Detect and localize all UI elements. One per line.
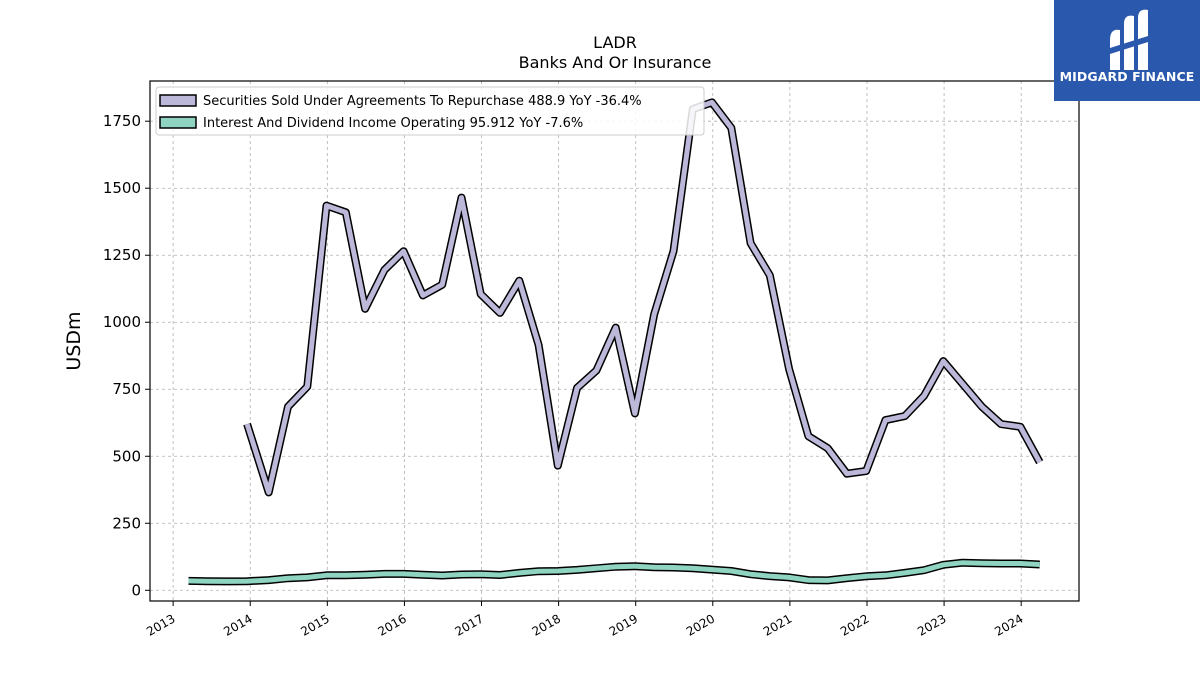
legend: Securities Sold Under Agreements To Repu… — [155, 86, 705, 136]
y-ticks: 0 250 500 750 1000 1250 1500 1750 — [103, 112, 150, 599]
x-tick-label: 2018 — [530, 611, 563, 638]
x-tick-label: 2021 — [761, 611, 794, 638]
plot-frame — [149, 80, 1080, 602]
x-tick-label: 2020 — [684, 611, 717, 638]
x-tick-label: 2024 — [992, 611, 1025, 638]
x-tick-label: 2017 — [453, 611, 486, 638]
x-tick-label: 2023 — [915, 611, 948, 638]
logo-name: MIDGARD FINANCE — [1059, 69, 1195, 84]
legend-swatch — [159, 94, 197, 107]
y-tick-label: 0 — [131, 581, 141, 599]
y-tick-label: 1250 — [103, 246, 141, 264]
series-line — [188, 560, 1040, 584]
y-tick-label: 750 — [112, 380, 141, 398]
x-ticks: 2013 2014 2015 2016 2017 2018 2019 2020 2021 2022… — [144, 601, 1026, 639]
x-tick-label: 2022 — [838, 611, 871, 638]
x-tick-label: 2016 — [375, 611, 408, 638]
grid — [150, 81, 1079, 601]
legend-box — [155, 86, 705, 136]
y-tick-label: 1500 — [103, 179, 141, 197]
x-tick-label: 2013 — [144, 611, 177, 638]
legend-swatch — [159, 116, 197, 129]
legend-label: Securities Sold Under Agreements To Repu… — [203, 94, 642, 109]
y-axis-label: USDm — [63, 311, 85, 370]
y-tick-label: 1750 — [103, 112, 141, 130]
chart-title: LADR — [593, 33, 637, 52]
x-tick-label: 2014 — [221, 611, 254, 638]
x-tick-label: 2015 — [298, 611, 331, 638]
series-line — [244, 99, 1042, 495]
series-line-outline — [243, 98, 1044, 497]
series-layer — [188, 98, 1044, 586]
x-tick-label: 2019 — [607, 611, 640, 638]
chart-subtitle: Banks And Or Insurance — [519, 53, 712, 72]
y-tick-label: 1000 — [103, 313, 141, 331]
legend-label: Interest And Dividend Income Operating 9… — [203, 116, 583, 131]
y-tick-label: 250 — [112, 514, 141, 532]
midgard-logo-icon — [1110, 9, 1148, 70]
brand-logo: MIDGARD FINANCE — [1054, 0, 1200, 101]
y-tick-label: 500 — [112, 447, 141, 465]
